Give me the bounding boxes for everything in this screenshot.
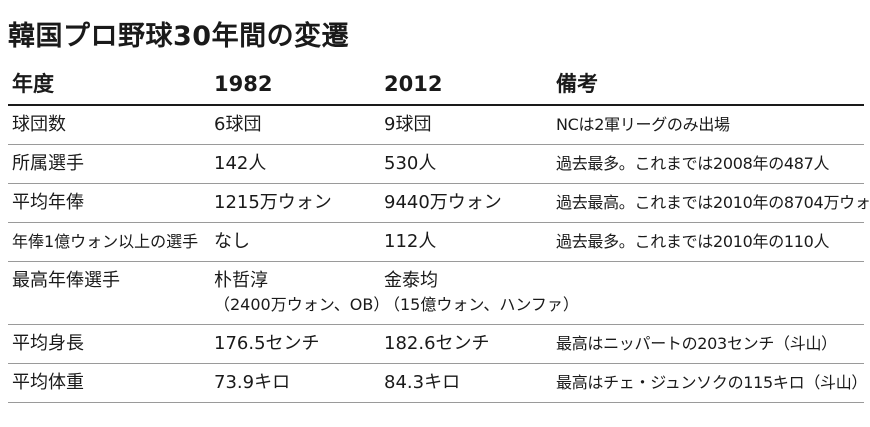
row-note: 過去最多。これまでは2010年の110人 — [556, 232, 830, 251]
value-1982: なし — [214, 231, 250, 252]
table-row: 球団数 6球団 9球団 NCは2軍リーグのみ出場 — [8, 106, 864, 145]
row-label: 球団数 — [12, 114, 66, 135]
row-label: 最高年俸選手 — [12, 270, 120, 291]
table-row: 平均身長 176.5センチ 182.6センチ 最高はニッパートの203センチ（斗… — [8, 325, 864, 364]
row-label: 平均年俸 — [12, 192, 84, 213]
value-2012: 金泰均 — [384, 270, 438, 291]
row-label: 平均体重 — [12, 372, 84, 393]
value-1982: 朴哲淳 — [214, 270, 268, 291]
table-row: 年俸1億ウォン以上の選手 なし 112人 過去最多。これまでは2010年の110… — [8, 223, 864, 262]
data-table: 年度 1982 2012 備考 球団数 6球団 9球団 NCは2軍リーグのみ出場… — [8, 62, 870, 403]
row-note: 過去最多。これまでは2008年の487人 — [556, 154, 830, 173]
row-note: NCは2軍リーグのみ出場 — [556, 115, 730, 134]
value-2012: 112人 — [384, 231, 437, 252]
row-label: 年俸1億ウォン以上の選手 — [12, 232, 199, 251]
row-label: 所属選手 — [12, 153, 84, 174]
table-header-row: 年度 1982 2012 備考 — [8, 62, 864, 106]
row-label: 平均身長 — [12, 333, 84, 354]
value-2012: 182.6センチ — [384, 333, 490, 354]
header-year: 年度 — [12, 72, 54, 96]
value-2012: 84.3キロ — [384, 372, 461, 393]
page-title: 韓国プロ野球30年間の変遷 — [8, 21, 350, 52]
table-row: 平均体重 73.9キロ 84.3キロ 最高はチェ・ジュンソクの115キロ（斗山） — [8, 364, 868, 403]
header-1982: 1982 — [214, 72, 273, 96]
value-1982-detail: （2400万ウォン、OB） — [214, 295, 390, 314]
value-1982: 73.9キロ — [214, 372, 291, 393]
header-2012: 2012 — [384, 72, 443, 96]
value-1982: 142人 — [214, 153, 267, 174]
value-2012: 530人 — [384, 153, 437, 174]
value-2012: 9440万ウォン — [384, 192, 502, 213]
table-row: 所属選手 142人 530人 過去最多。これまでは2008年の487人 — [8, 145, 864, 184]
table-row: 平均年俸 1215万ウォン 9440万ウォン 過去最高。これまでは2010年の8… — [8, 184, 870, 223]
value-1982: 6球団 — [214, 114, 262, 135]
value-2012-detail: （15億ウォン、ハンファ） — [384, 295, 579, 314]
value-1982-cell: 朴哲淳 （2400万ウォン、OB） — [214, 270, 389, 316]
value-2012-cell: 金泰均 （15億ウォン、ハンファ） — [384, 270, 579, 316]
header-notes: 備考 — [556, 72, 598, 96]
row-note: 最高はニッパートの203センチ（斗山） — [556, 334, 837, 353]
value-1982: 176.5センチ — [214, 333, 320, 354]
table-row: 最高年俸選手 朴哲淳 （2400万ウォン、OB） 金泰均 （15億ウォン、ハンフ… — [8, 262, 864, 325]
row-note: 最高はチェ・ジュンソクの115キロ（斗山） — [556, 373, 868, 392]
value-1982: 1215万ウォン — [214, 192, 332, 213]
value-2012: 9球団 — [384, 114, 432, 135]
row-note: 過去最高。これまでは2010年の8704万ウォン — [556, 193, 870, 212]
